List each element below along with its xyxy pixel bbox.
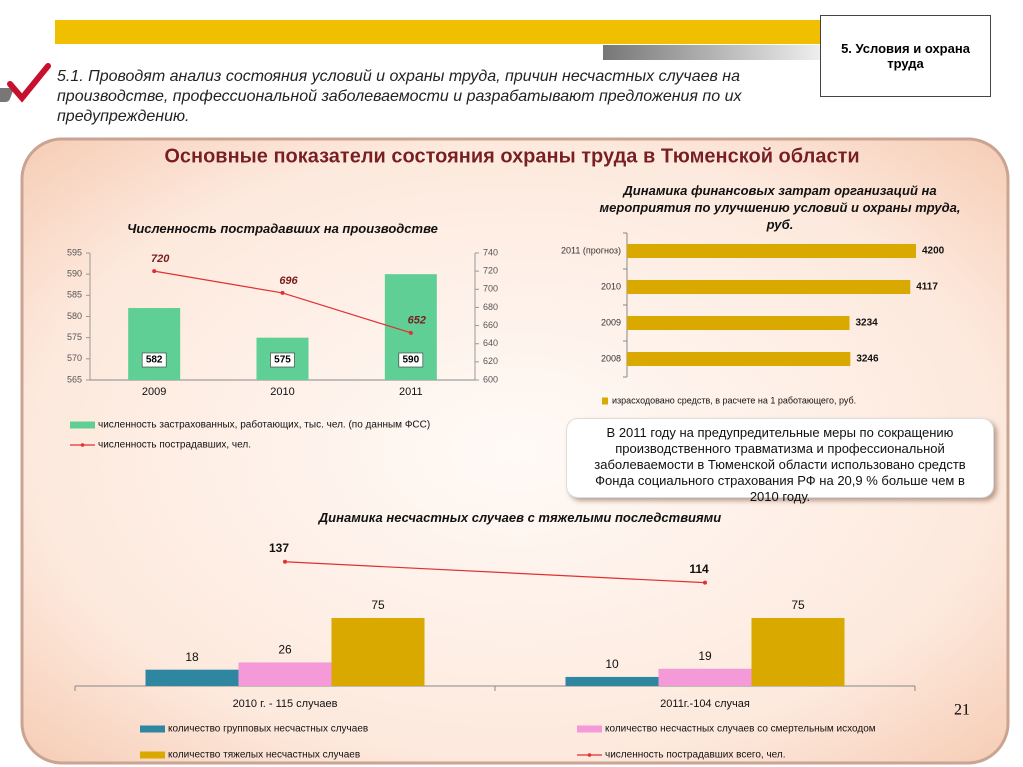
y2-tick-label: 680 (483, 302, 498, 312)
y2-tick-label: 640 (483, 338, 498, 348)
panel (20, 137, 1010, 765)
legend-swatch (70, 421, 95, 429)
x-tick-label: 2009 (142, 386, 166, 398)
y-tick-label: 590 (67, 269, 82, 279)
y2-tick-label: 600 (483, 374, 498, 384)
y2-tick-label: 720 (483, 266, 498, 276)
legend-swatch (140, 725, 165, 733)
line-point (152, 269, 157, 274)
value-label: 4200 (922, 246, 945, 257)
check-icon (0, 63, 51, 103)
bar (145, 669, 239, 686)
section-label: 5. Условия и охрана труда (820, 15, 991, 97)
chart-title: Динамика несчастных случаев с тяжелыми п… (318, 510, 722, 525)
value-label: 10 (605, 657, 619, 671)
chart-title: Численность пострадавших на производстве (127, 221, 438, 236)
bar (238, 662, 332, 686)
value-label: 3234 (855, 318, 878, 329)
charts: 565 570 575 580 585 590 595 600 620 640 660 680 700 7… (67, 232, 945, 761)
value-label: 75 (371, 598, 385, 612)
value-label: 19 (698, 649, 712, 663)
bar (751, 618, 845, 686)
legend-marker (80, 443, 85, 447)
value-label: 3246 (856, 354, 879, 365)
x-tick-label: 2011 (399, 386, 423, 398)
header-bar (55, 20, 820, 44)
line-point (703, 580, 707, 585)
y-tick-label: 565 (67, 374, 82, 384)
legend-label: количество тяжелых несчастных случаев (168, 750, 360, 761)
y-tick-label: 595 (67, 247, 82, 257)
legend-label: израсходовано средств, в расчете на 1 ра… (612, 395, 856, 405)
value-label: 18 (185, 650, 199, 664)
legend-swatch (577, 725, 602, 733)
line-value-label: 720 (151, 253, 170, 265)
legend-label: численность пострадавших всего, чел. (605, 750, 786, 761)
line (284, 561, 706, 584)
intro-text: 5.1. Проводят анализ состояния условий и… (57, 68, 742, 125)
bar (331, 618, 425, 686)
line-point (283, 559, 287, 564)
line-value-label: 137 (269, 541, 289, 555)
y2-tick-label: 740 (483, 247, 498, 257)
value-label: 575 (274, 355, 291, 366)
line-value-label: 114 (689, 562, 709, 576)
bar (565, 676, 659, 686)
legend-swatch (140, 751, 165, 759)
value-label-box (270, 352, 295, 368)
bar (627, 352, 851, 366)
x-tick-label: 2010 г. - 115 случаев (233, 698, 338, 710)
value-label: 4117 (916, 282, 938, 293)
value-label: 582 (146, 355, 163, 366)
y-tick-label: 2009 (601, 317, 621, 327)
y2-tick-label: 700 (483, 284, 498, 294)
y-tick-label: 2008 (601, 353, 621, 363)
y2-tick-label: 660 (483, 320, 498, 330)
legend-swatch (602, 397, 608, 405)
y2-tick-label: 620 (483, 356, 498, 366)
y-tick-label: 585 (67, 290, 82, 300)
y-tick-label: 2011 (прогноз) (561, 245, 621, 255)
value-label: 590 (402, 355, 419, 366)
note-box: В 2011 году на предупредительные меры по… (566, 418, 994, 504)
line-point (280, 290, 285, 295)
legend-label: количество групповых несчастных случаев (168, 724, 368, 735)
bar (627, 280, 911, 294)
page-number: 21 (954, 702, 970, 719)
header-bar-shadow (603, 45, 820, 60)
x-tick-label: 2011г.-104 случая (660, 698, 750, 710)
y-tick-label: 580 (67, 311, 82, 321)
line-value-label: 696 (279, 275, 298, 287)
bar (627, 316, 850, 330)
line-value-label: 652 (408, 315, 426, 327)
bar (658, 668, 752, 686)
panel-title: Основные показатели состояния охраны тру… (164, 145, 859, 167)
value-label-box (141, 352, 167, 368)
x-tick-label: 2010 (270, 386, 294, 398)
legend-label: количество несчастных случаев со смертел… (605, 724, 876, 735)
legend-label: численность пострадавших, чел. (98, 440, 251, 451)
y-tick-label: 575 (67, 332, 82, 342)
value-label: 75 (791, 598, 805, 612)
y-tick-label: 2010 (601, 281, 621, 291)
legend-label: численность застрахованных, работающих, … (98, 419, 430, 431)
bar (128, 308, 181, 380)
chart-title: Динамика финансовых затрат организаций н… (599, 183, 961, 232)
value-label: 26 (278, 643, 292, 657)
y-tick-label: 570 (67, 353, 82, 363)
legend-marker (587, 753, 592, 757)
value-label-box (398, 352, 424, 368)
bar (627, 244, 916, 258)
line-point (408, 330, 413, 335)
